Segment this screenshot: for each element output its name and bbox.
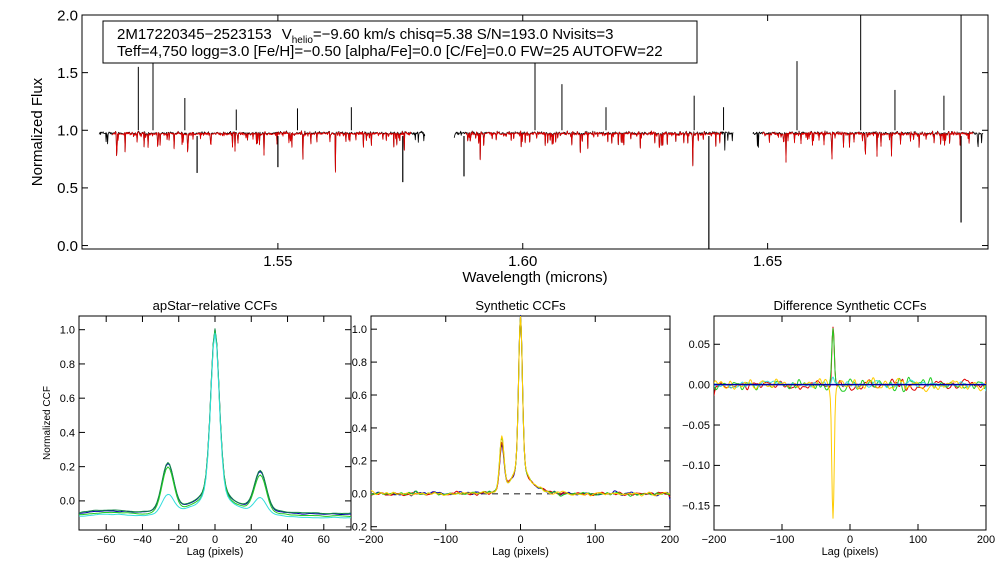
annotation-v-sub: helio — [292, 35, 314, 46]
x-tick-label: 200 — [661, 534, 679, 546]
x-tick-label: −100 — [770, 534, 795, 546]
y-tick-label: 0.2 — [352, 456, 367, 468]
synthetic-spectrum-segment — [111, 130, 412, 173]
y-tick-label: 0.5 — [57, 180, 78, 197]
synthetic-spectrum-segment — [464, 130, 722, 167]
x-tick-label: 100 — [586, 534, 604, 546]
x-axis-label: Lag (pixels) — [822, 546, 879, 558]
x-tick-label: −20 — [169, 534, 188, 546]
y-tick-label: 0.4 — [352, 423, 367, 435]
x-tick-label: 1.55 — [263, 253, 292, 270]
ccf-line-3 — [78, 332, 351, 519]
ccf-line-2 — [78, 330, 352, 518]
ccf-line-1 — [78, 328, 352, 515]
y-tick-label: −0.2 — [345, 522, 367, 534]
plot-frame — [81, 14, 989, 250]
x-tick-label: −40 — [133, 534, 152, 546]
y-tick-label: 0.0 — [57, 238, 78, 255]
chart-ccf_apstar: −60 −40 −20 0 20 40 60 0.0 0.2 0.4 0.6 0.8 1.0 apStar… — [42, 298, 352, 558]
synthetic-ccf-line-0 — [371, 314, 671, 501]
x-tick-label: 0 — [212, 534, 218, 546]
y-tick-label: −0.15 — [682, 501, 710, 513]
x-tick-label: 1.60 — [508, 253, 537, 270]
x-tick-label: −200 — [702, 534, 727, 546]
ccf-line-0 — [78, 329, 352, 515]
chart-spectrum: 1.55 1.60 1.65 0.0 0.5 1.0 1.5 2.0 Wavelength (m… — [29, 7, 989, 286]
x-tick-label: 0 — [517, 534, 523, 546]
y-tick-label: −0.05 — [682, 420, 710, 432]
chart-title: Synthetic CCFs — [475, 298, 566, 313]
x-tick-label: 20 — [245, 534, 257, 546]
y-tick-label: 1.0 — [57, 123, 78, 140]
x-tick-label: 60 — [318, 534, 330, 546]
x-tick-label: 200 — [977, 534, 995, 546]
x-tick-label: −60 — [97, 534, 116, 546]
plot-frame — [78, 315, 352, 531]
y-axis-label: Normalized Flux — [29, 77, 46, 186]
y-tick-label: 0.0 — [60, 496, 75, 508]
y-tick-label: 1.5 — [57, 65, 78, 82]
difference-traces — [714, 326, 986, 519]
annotation-v: V — [282, 26, 292, 43]
y-tick-label: 0.05 — [689, 339, 710, 351]
y-tick-label: 2.0 — [57, 7, 78, 24]
annotation-v-rest: =−9.60 km/s chisq=5.38 S/N=193.0 Nvisits… — [313, 26, 614, 43]
y-tick-label: −0.10 — [682, 460, 710, 472]
x-axis-label: Wavelength (microns) — [462, 269, 607, 286]
y-tick-label: 0.2 — [60, 462, 75, 474]
plot-frame — [713, 315, 987, 531]
plot-frame — [370, 315, 671, 531]
x-axis-label: Lag (pixels) — [187, 546, 244, 558]
chart-ccf_synthetic: −200 −100 0 100 200 −0.2 0.0 0.2 0.4 0.6 0.8 1.0 Syn… — [345, 298, 679, 558]
annotation-box — [102, 20, 698, 64]
x-tick-label: −200 — [359, 534, 384, 546]
annotation-line-1: 2M17220345−2523153 Vhelio=−9.60 km/s chis… — [117, 26, 613, 46]
y-tick-label: 0.8 — [352, 357, 367, 369]
annotation-line-2: Teff=4,750 logg=3.0 [Fe/H]=−0.50 [alpha/… — [117, 43, 663, 60]
x-axis-label: Lag (pixels) — [492, 546, 549, 558]
y-tick-label: 0.6 — [60, 393, 75, 405]
x-tick-label: 0 — [847, 534, 853, 546]
synthetic-ccf-line-3 — [370, 315, 671, 497]
y-tick-label: 0.4 — [60, 427, 75, 439]
synthetic-ccf-line-2 — [370, 315, 671, 497]
y-tick-label: 1.0 — [60, 325, 75, 337]
chart-title: apStar−relative CCFs — [153, 298, 278, 313]
x-tick-label: 1.65 — [753, 253, 782, 270]
y-tick-label: 1.0 — [352, 324, 367, 336]
y-tick-label: 0.00 — [689, 379, 710, 391]
spectrum-traces — [98, 15, 984, 249]
chart-title: Difference Synthetic CCFs — [774, 298, 927, 313]
y-tick-label: 0.8 — [60, 359, 75, 371]
x-tick-label: −100 — [433, 534, 458, 546]
annotation-star: 2M17220345−2523153 — [117, 26, 272, 43]
difference-line-1 — [714, 328, 986, 393]
x-tick-label: 100 — [909, 534, 927, 546]
y-axis-label: Normalized CCF — [42, 386, 53, 460]
synthetic-ccf-line-1 — [370, 316, 671, 498]
chart-ccf_difference: −200 −100 0 100 200 −0.15 −0.10 −0.05 0.00 0.05 Di… — [682, 298, 995, 558]
synthetic-spectrum-segment — [761, 130, 974, 163]
difference-line-3 — [714, 377, 986, 519]
y-tick-label: 0.6 — [352, 390, 367, 402]
x-tick-label: 40 — [281, 534, 293, 546]
y-tick-label: 0.0 — [352, 489, 367, 501]
